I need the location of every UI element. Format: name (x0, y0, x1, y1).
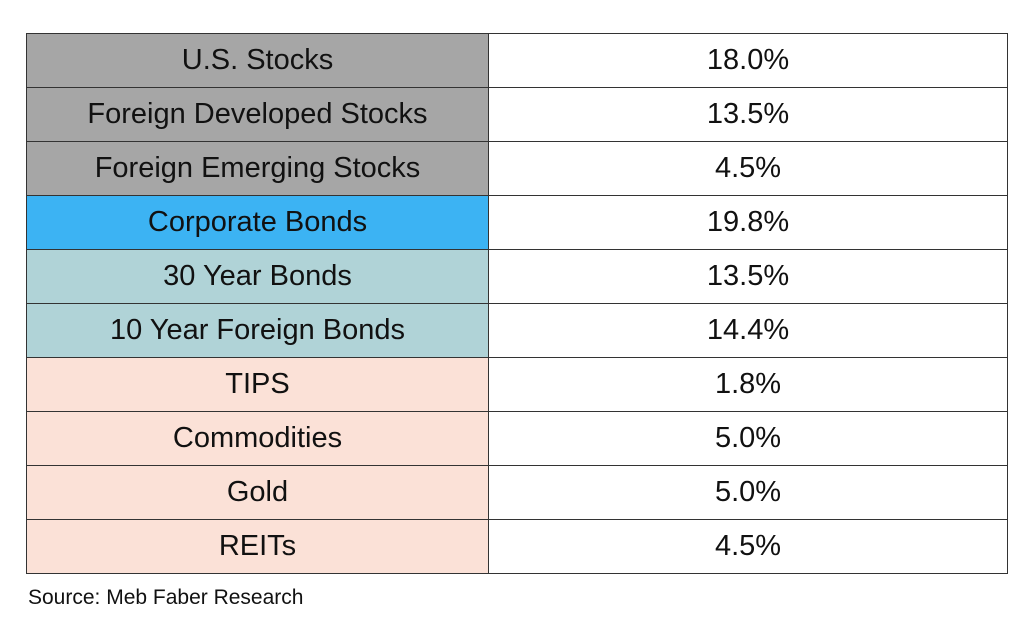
asset: 30 Year Bonds (26, 249, 489, 304)
weight: 1.8% (488, 357, 1008, 412)
allocation-table: U.S. Stocks 18.0% Foreign Developed Stock… (26, 33, 1008, 574)
row: Foreign Emerging Stocks 4.5% (26, 141, 1008, 196)
asset: Corporate Bonds (26, 195, 489, 250)
weight: 4.5% (488, 141, 1008, 196)
weight: 13.5% (488, 87, 1008, 142)
weight: 5.0% (488, 411, 1008, 466)
asset: U.S. Stocks (26, 33, 489, 88)
row: 30 Year Bonds 13.5% (26, 249, 1008, 304)
row: Foreign Developed Stocks 13.5% (26, 87, 1008, 142)
asset: Foreign Developed Stocks (26, 87, 489, 142)
row: REITs 4.5% (26, 519, 1008, 574)
row: 10 Year Foreign Bonds 14.4% (26, 303, 1008, 358)
weight: 4.5% (488, 519, 1008, 574)
table-body: U.S. Stocks 18.0% Foreign Developed Stock… (26, 33, 1008, 574)
source-note: Source: Meb Faber Research (28, 586, 304, 609)
weight: 18.0% (488, 33, 1008, 88)
row: Corporate Bonds 19.8% (26, 195, 1008, 250)
asset: TIPS (26, 357, 489, 412)
asset: Gold (26, 465, 489, 520)
asset: REITs (26, 519, 489, 574)
asset: 10 Year Foreign Bonds (26, 303, 489, 358)
weight: 5.0% (488, 465, 1008, 520)
asset: Commodities (26, 411, 489, 466)
row: Gold 5.0% (26, 465, 1008, 520)
row: TIPS 1.8% (26, 357, 1008, 412)
weight: 13.5% (488, 249, 1008, 304)
weight: 19.8% (488, 195, 1008, 250)
row: U.S. Stocks 18.0% (26, 33, 1008, 88)
asset: Foreign Emerging Stocks (26, 141, 489, 196)
weight: 14.4% (488, 303, 1008, 358)
row: Commodities 5.0% (26, 411, 1008, 466)
